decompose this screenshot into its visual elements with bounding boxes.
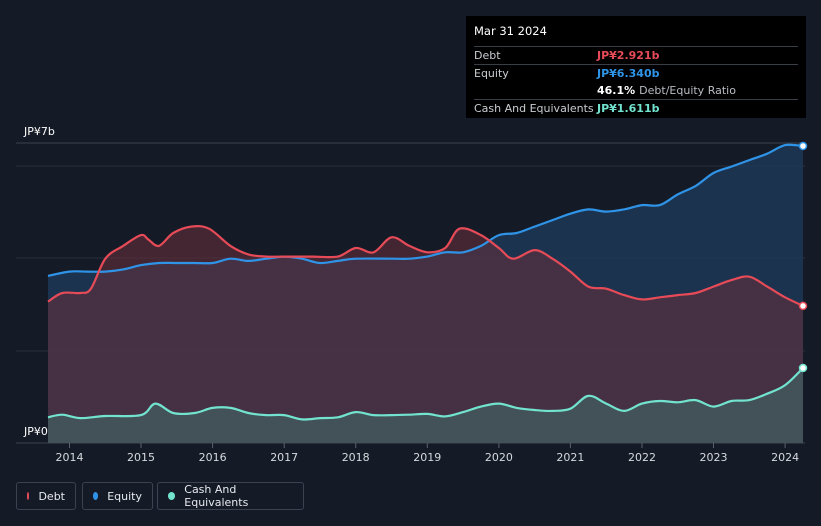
equity-line <box>47 143 804 277</box>
debt-end-marker <box>798 301 808 311</box>
legend-item-equity[interactable]: Equity <box>82 482 153 510</box>
legend-debt-label: Debt <box>38 489 65 503</box>
x-tick-label: 2017 <box>270 451 298 464</box>
series-end-markers <box>798 141 808 373</box>
debt-line <box>47 225 804 307</box>
cash-dot-icon <box>168 492 176 500</box>
legend-cash-label: Cash And Equivalents <box>184 483 249 509</box>
tooltip-cash-value: JP¥1.611b <box>597 102 660 115</box>
tooltip-row-ratio: 46.1% Debt/Equity Ratio <box>474 82 798 99</box>
tooltip-row-equity: Equity JP¥6.340b <box>474 64 798 82</box>
x-tick-label: 2021 <box>556 451 584 464</box>
series-lines <box>47 143 804 421</box>
equity-dot-icon <box>93 492 99 500</box>
tooltip-cash-label: Cash And Equivalents <box>474 102 594 115</box>
legend-item-cash[interactable]: Cash And Equivalents <box>157 482 304 510</box>
tooltip-date: Mar 31 2024 <box>474 24 547 38</box>
tooltip-debt-label: Debt <box>474 49 501 62</box>
x-tick-label: 2018 <box>342 451 370 464</box>
x-tick-label: 2024 <box>771 451 799 464</box>
x-tick-label: 2023 <box>700 451 728 464</box>
tooltip-debt-value: JP¥2.921b <box>597 49 660 62</box>
x-tick-label: 2020 <box>485 451 513 464</box>
tooltip-equity-label: Equity <box>474 67 509 80</box>
equity-end-marker <box>798 141 808 151</box>
tooltip-ratio-label: Debt/Equity Ratio <box>639 84 736 97</box>
x-tick-label: 2016 <box>199 451 227 464</box>
cash-area <box>48 368 803 443</box>
tooltip-panel: Mar 31 2024 Debt JP¥2.921b Equity JP¥6.3… <box>466 16 806 118</box>
debt-dot-icon <box>27 492 30 500</box>
tooltip-row-debt: Debt JP¥2.921b <box>474 46 798 64</box>
x-tick-label: 2015 <box>127 451 155 464</box>
series-areas <box>48 144 803 444</box>
x-tick-label: 2022 <box>628 451 656 464</box>
tooltip-equity-value: JP¥6.340b <box>597 67 660 80</box>
cash-line <box>47 367 804 421</box>
tooltip-row-cash: Cash And Equivalents JP¥1.611b <box>474 99 798 117</box>
tooltip-ratio-value: 46.1% <box>597 84 636 97</box>
legend-item-debt[interactable]: Debt <box>16 482 76 510</box>
x-tick-label: 2019 <box>413 451 441 464</box>
cash-end-marker <box>798 363 808 373</box>
y-tick-label-top: JP¥7b <box>23 125 55 138</box>
x-tick-label: 2014 <box>56 451 84 464</box>
y-tick-label-bottom: JP¥0 <box>23 425 48 438</box>
tooltip-ratio-spacer <box>474 83 597 99</box>
legend-equity-label: Equity <box>107 489 142 503</box>
x-axis: 2014 2015 2016 2017 2018 2019 2020 2021 2022 2023… <box>56 443 799 464</box>
debt-area <box>48 226 803 443</box>
